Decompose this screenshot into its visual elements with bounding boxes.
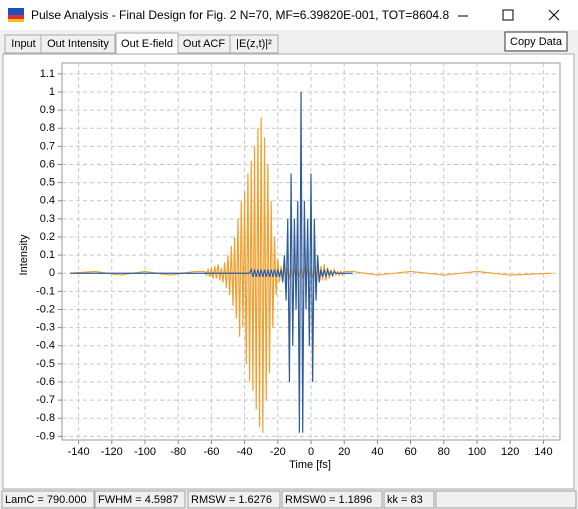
tab-label: Out E-field	[121, 38, 173, 50]
status-text: RMSW0 = 1.1896	[285, 494, 372, 506]
y-tick-label: 0.5	[40, 177, 55, 189]
status-text: FWHM = 4.5987	[98, 494, 178, 506]
copy-button[interactable]	[504, 31, 568, 52]
title-bar	[0, 0, 578, 30]
x-tick-label: 0	[308, 446, 314, 458]
status-cell	[94, 490, 186, 509]
tab[interactable]	[229, 34, 279, 54]
x-tick-label: 40	[371, 446, 383, 458]
status-cell	[281, 490, 383, 509]
y-tick-label: -0.5	[36, 358, 55, 370]
close-button[interactable]	[548, 9, 560, 21]
status-cell	[383, 490, 435, 509]
x-tick-label: 100	[468, 446, 486, 458]
y-tick-label: 0.4	[40, 195, 55, 207]
y-tick-label: 0.1	[40, 249, 55, 261]
status-cell	[187, 490, 281, 509]
x-tick-label: -20	[270, 446, 286, 458]
y-tick-label: 0.2	[40, 231, 55, 243]
y-tick-label: 0.3	[40, 213, 55, 225]
x-tick-label: -80	[170, 446, 186, 458]
y-tick-label: 1.1	[40, 68, 55, 80]
x-tick-label: 60	[404, 446, 416, 458]
window-title: Pulse Analysis - Final Design for Fig. 2…	[31, 8, 449, 22]
app-icon	[8, 8, 24, 22]
y-tick-label: 0.6	[40, 158, 55, 170]
status-cell	[1, 490, 95, 509]
status-cell	[435, 490, 577, 509]
y-tick-label: 0.9	[40, 104, 55, 116]
tab-label: Out Intensity	[47, 38, 109, 50]
y-axis-label: Intensity	[18, 234, 30, 275]
x-tick-label: -40	[237, 446, 253, 458]
series-line	[70, 117, 552, 433]
y-tick-label: -0.2	[36, 303, 55, 315]
tab[interactable]	[40, 34, 116, 54]
y-tick-label: 0.7	[40, 140, 55, 152]
y-tick-label: -0.4	[36, 340, 55, 352]
y-tick-label: 1	[49, 86, 55, 98]
x-tick-label: 140	[534, 446, 552, 458]
plot-frame	[61, 62, 561, 441]
x-tick-label: -140	[68, 446, 90, 458]
y-tick-label: -0.8	[36, 412, 55, 424]
y-tick-label: -0.1	[36, 285, 55, 297]
y-tick-label: 0.8	[40, 122, 55, 134]
tab-label: Input	[11, 38, 35, 50]
x-tick-label: 80	[438, 446, 450, 458]
y-tick-label: -0.9	[36, 430, 55, 442]
tab-label: Out ACF	[183, 38, 225, 50]
series-line	[70, 91, 353, 433]
x-tick-label: -120	[101, 446, 123, 458]
y-tick-label: 0	[49, 267, 55, 279]
x-tick-label: 20	[338, 446, 350, 458]
y-tick-label: -0.6	[36, 376, 55, 388]
maximize-button[interactable]	[502, 9, 514, 21]
x-tick-label: 120	[501, 446, 519, 458]
status-text: RMSW = 1.6276	[191, 494, 272, 506]
y-tick-label: -0.3	[36, 322, 55, 334]
x-tick-label: -100	[134, 446, 156, 458]
copy-button-label: Copy Data	[510, 36, 563, 48]
y-tick-label: -0.7	[36, 394, 55, 406]
status-text: LamC = 790.000	[5, 494, 87, 506]
tab-label: |E(z,t)|²	[236, 38, 272, 50]
status-text: kk = 83	[387, 494, 423, 506]
x-axis-label: Time [fs]	[289, 459, 331, 471]
x-tick-label: -60	[203, 446, 219, 458]
